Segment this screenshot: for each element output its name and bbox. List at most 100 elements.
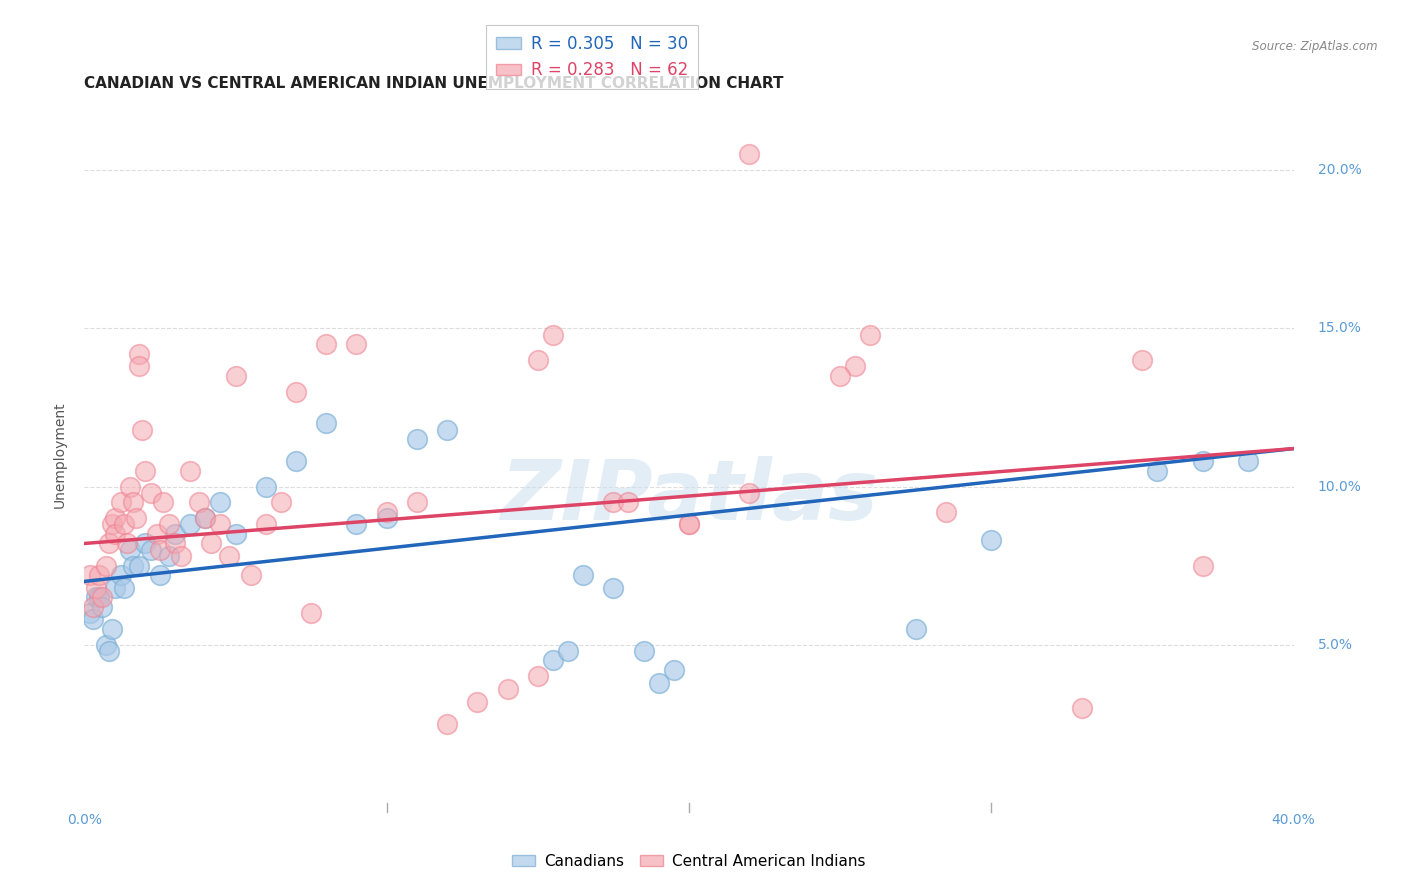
Point — [104, 511, 127, 525]
Point — [1192, 558, 1215, 573]
Point — [346, 337, 368, 351]
Point — [100, 622, 122, 636]
Point — [254, 479, 277, 493]
Point — [128, 359, 150, 374]
Point — [149, 568, 172, 582]
Point — [527, 669, 550, 683]
Point — [104, 527, 127, 541]
Point — [239, 568, 262, 582]
Point — [170, 549, 193, 563]
Text: ZIPatlas: ZIPatlas — [501, 456, 877, 537]
Point — [980, 533, 1002, 548]
Point — [112, 581, 135, 595]
Point — [346, 517, 368, 532]
Point — [572, 568, 595, 582]
Point — [134, 536, 156, 550]
Point — [86, 591, 108, 605]
Point — [436, 423, 458, 437]
Point — [496, 681, 519, 696]
Text: 10.0%: 10.0% — [1317, 480, 1361, 493]
Text: CANADIAN VS CENTRAL AMERICAN INDIAN UNEMPLOYMENT CORRELATION CHART: CANADIAN VS CENTRAL AMERICAN INDIAN UNEM… — [84, 76, 785, 91]
Point — [139, 486, 162, 500]
Point — [285, 454, 308, 468]
Point — [146, 527, 169, 541]
Point — [1192, 454, 1215, 468]
Point — [152, 495, 174, 509]
Point — [121, 495, 143, 509]
Text: 20.0%: 20.0% — [1317, 163, 1361, 178]
Point — [1130, 353, 1153, 368]
Point — [541, 653, 564, 667]
Point — [830, 368, 852, 383]
Point — [112, 517, 135, 532]
Point — [97, 536, 120, 550]
Point — [662, 663, 685, 677]
Point — [225, 527, 247, 541]
Point — [149, 542, 172, 557]
Point — [121, 558, 143, 573]
Point — [209, 495, 232, 509]
Point — [738, 486, 761, 500]
Point — [139, 542, 162, 557]
Point — [157, 517, 180, 532]
Point — [602, 495, 624, 509]
Point — [859, 327, 882, 342]
Point — [165, 527, 187, 541]
Point — [844, 359, 866, 374]
Point — [1237, 454, 1260, 468]
Point — [225, 368, 247, 383]
Point — [118, 542, 141, 557]
Point — [1071, 701, 1094, 715]
Point — [738, 147, 761, 161]
Point — [648, 675, 671, 690]
Point — [633, 644, 655, 658]
Point — [678, 517, 700, 532]
Point — [110, 495, 132, 509]
Legend: Canadians, Central American Indians: Canadians, Central American Indians — [506, 848, 872, 875]
Point — [617, 495, 640, 509]
Point — [128, 347, 150, 361]
Point — [94, 558, 117, 573]
Point — [89, 568, 111, 582]
Point — [557, 644, 579, 658]
Point — [541, 327, 564, 342]
Point — [179, 517, 201, 532]
Point — [188, 495, 211, 509]
Point — [115, 536, 138, 550]
Point — [254, 517, 277, 532]
Point — [82, 612, 104, 626]
Text: Source: ZipAtlas.com: Source: ZipAtlas.com — [1253, 40, 1378, 54]
Point — [86, 581, 108, 595]
Point — [602, 581, 624, 595]
Point — [125, 511, 148, 525]
Point — [91, 591, 114, 605]
Point — [82, 599, 104, 614]
Point — [110, 568, 132, 582]
Point — [935, 505, 957, 519]
Point — [406, 495, 429, 509]
Point — [209, 517, 232, 532]
Point — [218, 549, 240, 563]
Point — [678, 517, 700, 532]
Point — [194, 511, 217, 525]
Point — [118, 479, 141, 493]
Point — [134, 464, 156, 478]
Point — [128, 558, 150, 573]
Point — [97, 644, 120, 658]
Point — [157, 549, 180, 563]
Text: 5.0%: 5.0% — [1317, 638, 1353, 652]
Point — [436, 716, 458, 731]
Point — [299, 606, 322, 620]
Point — [131, 423, 153, 437]
Point — [104, 581, 127, 595]
Point — [375, 511, 398, 525]
Point — [200, 536, 222, 550]
Point — [527, 353, 550, 368]
Point — [94, 638, 117, 652]
Point — [179, 464, 201, 478]
Point — [315, 337, 337, 351]
Point — [91, 599, 114, 614]
Point — [89, 591, 111, 605]
Point — [165, 536, 187, 550]
Point — [270, 495, 292, 509]
